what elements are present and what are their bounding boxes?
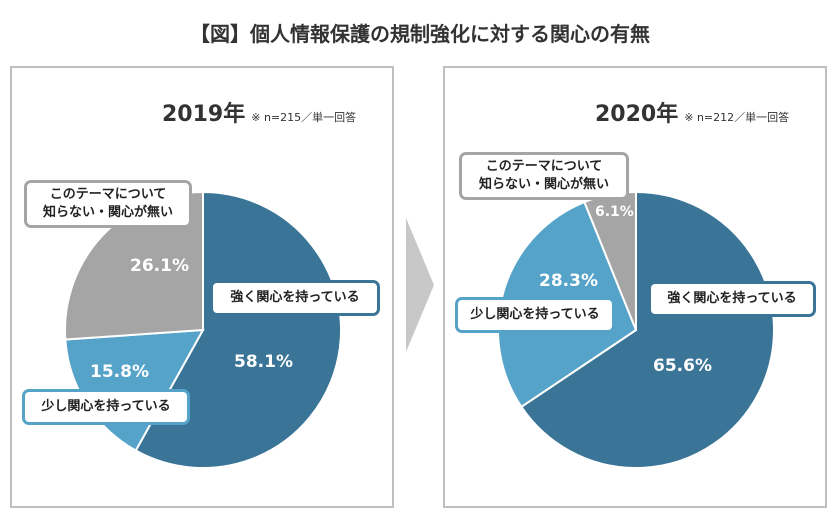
pct-none: 26.1% [130, 256, 189, 276]
pie-2020 [497, 190, 775, 469]
pct-none: 6.1% [595, 204, 634, 220]
chart-title: 【図】個人情報保護の規制強化に対する関心の有無 [190, 22, 650, 46]
pct-some: 28.3% [539, 271, 598, 291]
pct-strong: 65.6% [653, 356, 712, 376]
label-none: このテーマについて 知らない・関心が無い [459, 152, 629, 200]
panel-2020: 2020年 ※ n=212／単一回答 6.1% 65.6% 28.3% このテーマ… [443, 66, 827, 508]
sample-note: ※ n=212／単一回答 [684, 111, 790, 124]
pct-some: 15.8% [90, 362, 149, 382]
arrow-icon [406, 218, 434, 352]
label-strong: 強く関心を持っている [648, 281, 816, 317]
year-title: 2019年 ※ n=215／単一回答 [162, 102, 357, 127]
year-title: 2020年 ※ n=212／単一回答 [595, 102, 790, 127]
slice-strong [519, 190, 775, 469]
label-some: 少し関心を持っている [455, 297, 615, 333]
label-some: 少し関心を持っている [22, 389, 190, 425]
sample-note: ※ n=215／単一回答 [251, 111, 357, 124]
label-none: このテーマについて 知らない・関心が無い [24, 180, 192, 228]
label-strong: 強く関心を持っている [210, 280, 380, 316]
pct-strong: 58.1% [234, 352, 293, 372]
panel-2019: 2019年 ※ n=215／単一回答 26.1% 58.1% 15.8% このテー… [10, 66, 394, 508]
